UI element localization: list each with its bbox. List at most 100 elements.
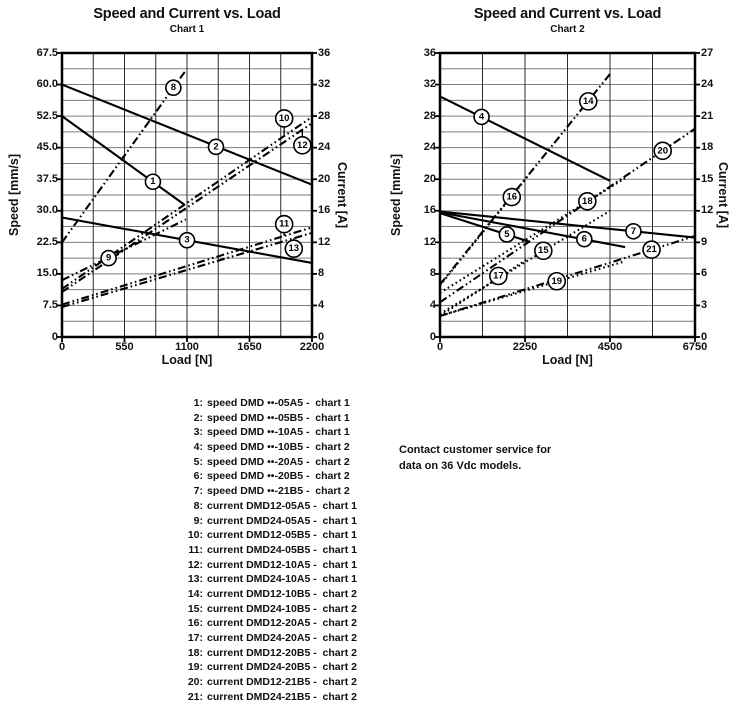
series-marker-7 — [625, 222, 642, 240]
legend-item: 20: current DMD12-21B5 - chart 2 — [176, 675, 357, 690]
series-marker-12 — [293, 136, 312, 155]
legend-item-number: 17: — [187, 632, 203, 644]
chart1-x-tick-label: 1650 — [237, 341, 262, 353]
legend-item: 11: current DMD24-05B5 - chart 1 — [176, 543, 357, 558]
chart1-yright-tick-label: 32 — [318, 78, 331, 91]
chart2-yleft-tick-label: 28 — [423, 109, 436, 122]
legend-item-text: current DMD24-21B5 - chart 2 — [207, 690, 357, 703]
legend-item: 16: current DMD12-20A5 - chart 2 — [176, 616, 357, 631]
chart2-plot: 4 5 6 7 14 15 16 17 18 19 20 21 — [435, 51, 700, 342]
chart1-xaxis-label: Load [N] — [161, 353, 213, 367]
chart2-subtitle: Chart 2 — [550, 24, 585, 35]
series-marker-11 — [274, 214, 294, 234]
chart1-yleft-tick-label: 37.5 — [36, 172, 58, 185]
series-line-16 — [439, 174, 530, 287]
legend-item-text: current DMD24-20A5 - chart 2 — [207, 632, 357, 644]
legend-item-text: speed DMD ••-10A5 - chart 1 — [207, 426, 350, 439]
series-marker-number-12: 12 — [297, 140, 308, 151]
chart2-yleft-tick-label: 24 — [423, 141, 436, 154]
legend-item: 14: current DMD12-10B5 - chart 2 — [176, 587, 357, 602]
chart2-x-tick-label: 2250 — [512, 341, 538, 353]
chart1-yleft-tick-label: 67.5 — [36, 46, 58, 59]
series-marker-21 — [642, 240, 661, 259]
chart1-yleft-tick-label: 30.0 — [36, 204, 58, 217]
series-marker-15 — [534, 241, 553, 261]
legend-item: 1: speed DMD ••-05A5 - chart 1 — [176, 396, 357, 411]
series-line-8 — [61, 69, 187, 243]
legend-item: 13: current DMD24-10A5 - chart 1 — [176, 572, 357, 587]
series-marker-4 — [473, 108, 490, 126]
legend-item-text: current DMD24-10A5 - chart 1 — [207, 573, 357, 586]
chart2-title: Speed and Current vs. Load — [473, 6, 662, 22]
series-line-6 — [439, 211, 626, 249]
chart2-yleft-tick-label: 36 — [423, 46, 436, 59]
chart2-x-tick-label: 6750 — [682, 341, 708, 353]
chart2-yleft-tick-label: 8 — [429, 267, 436, 280]
series-marker-6 — [576, 230, 593, 248]
series-marker-number-2: 2 — [213, 141, 218, 152]
legend-item: 21: current DMD24-21B5 - chart 2 — [176, 690, 357, 705]
chart1-yright-tick-label: 28 — [318, 109, 331, 122]
chart1-subtitle: Chart 1 — [169, 24, 205, 35]
series-marker-number-5: 5 — [504, 229, 510, 240]
series-marker-number-18: 18 — [582, 196, 593, 207]
legend-item-text: current DMD12-05B5 - chart 1 — [207, 529, 357, 542]
legend-item-number: 18: — [187, 646, 203, 659]
chart2-yright-tick-label: 12 — [701, 204, 714, 217]
chart1-x-tick-label: 550 — [115, 341, 134, 353]
series-marker-number-14: 14 — [583, 96, 594, 107]
series-marker-number-15: 15 — [538, 245, 549, 256]
legend-item: 3: speed DMD ••-10A5 - chart 1 — [176, 425, 357, 440]
series-line-11 — [61, 226, 313, 306]
legend-item: 17: current DMD24-20A5 - chart 2 — [176, 631, 357, 646]
legend-item: 18: current DMD12-20B5 - chart 2 — [176, 646, 357, 661]
chart1-yleft-tick-label: 7.5 — [42, 298, 58, 311]
series-line-2 — [61, 83, 313, 186]
legend-item-text: current DMD12-21B5 - chart 2 — [207, 676, 357, 689]
series-marker-13 — [284, 239, 304, 258]
series-marker-number-16: 16 — [506, 192, 517, 203]
legend-item-text: speed DMD ••-20A5 - chart 2 — [207, 455, 350, 468]
legend-item-text: current DMD24-10B5 - chart 2 — [207, 602, 357, 615]
series-line-19 — [439, 260, 626, 317]
legend-item-number: 10: — [187, 529, 203, 542]
series-line-20 — [439, 127, 696, 304]
legend-item-number: 21: — [187, 690, 203, 703]
legend-item-number: 15: — [187, 602, 203, 615]
chart1-yleft-tick-label: 52.5 — [36, 109, 58, 122]
legend-item-text: speed DMD ••-20B5 - chart 2 — [207, 470, 350, 483]
legend-item-number: 12: — [187, 558, 203, 571]
legend-item-number: 4: — [193, 441, 203, 454]
chart2-xaxis-label: Load [N] — [542, 353, 593, 367]
chart2-yleft-tick-label: 16 — [423, 204, 436, 217]
legend-item-number: 6: — [193, 470, 203, 483]
chart1-yleft-tick-label: 15.0 — [36, 267, 58, 280]
series-line-15 — [439, 209, 611, 315]
series-marker-number-8: 8 — [171, 82, 176, 93]
series-line-9 — [61, 218, 187, 282]
legend-item-number: 13: — [187, 573, 203, 586]
chart2-yright-tick-label: 6 — [701, 267, 708, 280]
legend-item: 5: speed DMD ••-20A5 - chart 2 — [176, 455, 357, 470]
plot-border — [438, 51, 697, 339]
series-line-4 — [439, 95, 611, 182]
series-marker-19 — [547, 271, 567, 291]
series-marker-10 — [274, 109, 294, 128]
series-marker-20 — [653, 141, 673, 161]
legend-item-number: 3: — [193, 426, 203, 439]
legend-item-number: 9: — [193, 514, 203, 527]
series-marker-9 — [100, 249, 117, 267]
chart2-yleft-tick-label: 0 — [429, 330, 436, 343]
series-line-14 — [439, 73, 611, 286]
chart1-yright-tick-label: 0 — [318, 330, 325, 343]
chart1-yleft-tick-label: 60.0 — [36, 78, 58, 91]
chart2-yright-tick-label: 9 — [701, 235, 708, 248]
legend-item-text: current DMD24-20B5 - chart 2 — [207, 661, 357, 674]
chart2-yleft-tick-label: 4 — [429, 298, 436, 311]
legend-item-text: current DMD12-10A5 - chart 1 — [207, 558, 357, 571]
legend-item-number: 14: — [187, 587, 203, 600]
legend-item-text: current DMD12-20A5 - chart 2 — [207, 617, 357, 630]
legend-item: 10: current DMD12-05B5 - chart 1 — [176, 528, 357, 543]
chart1-yleft-tick-label: 22.5 — [36, 235, 58, 248]
